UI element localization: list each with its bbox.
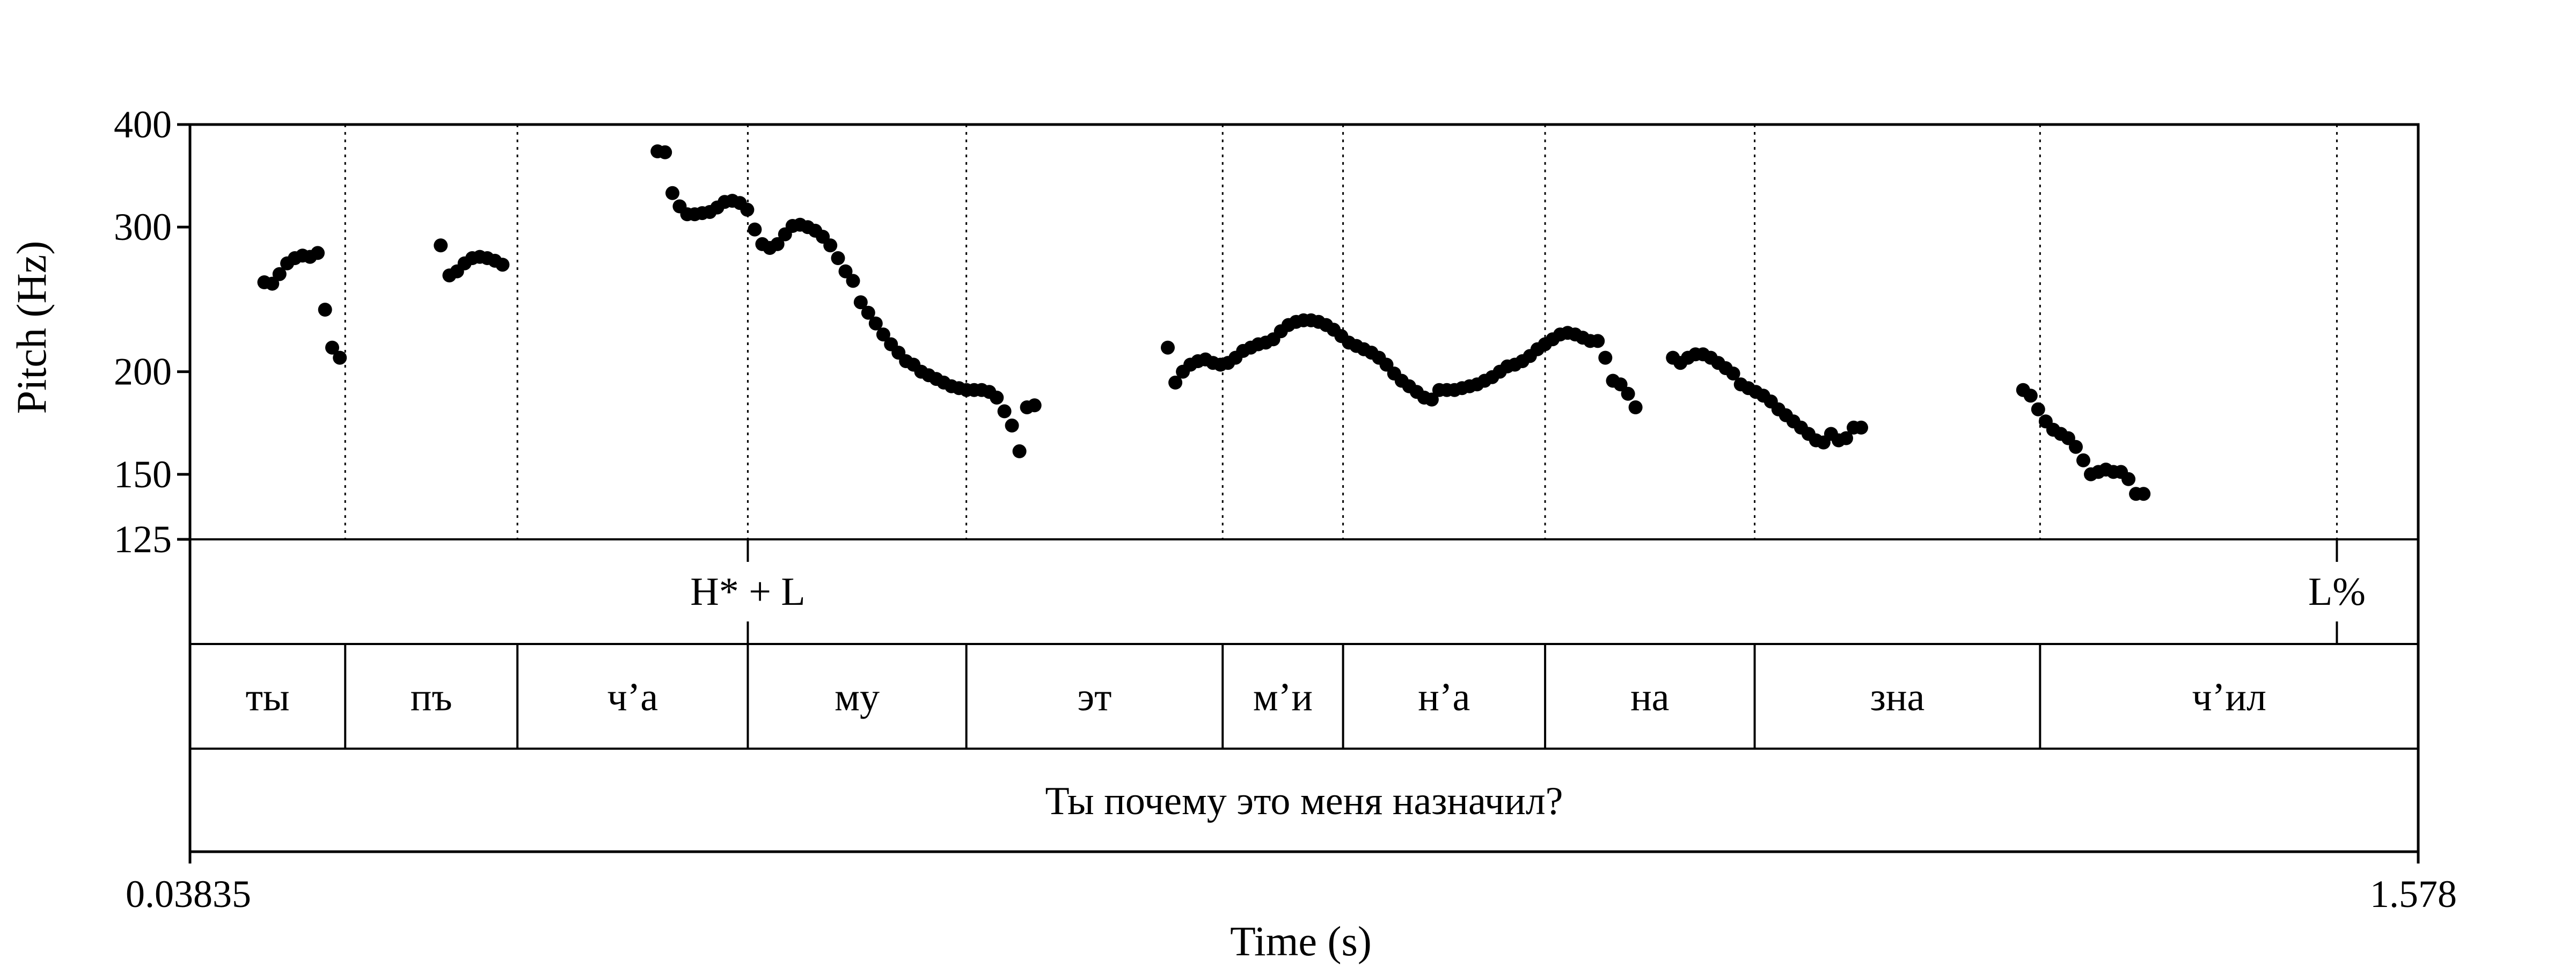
pitch-point [748, 222, 762, 237]
pitch-point [1591, 334, 1605, 348]
pitch-point [1621, 386, 1635, 401]
syllable-label: на [1630, 676, 1669, 720]
pitch-point [823, 238, 838, 253]
pitch-points [257, 144, 2151, 501]
tier-labels: H* + L L% 125 150 200 300 400 ты пъ ч’а му эт м’и н’а… [114, 103, 2366, 823]
frame-rect [188, 123, 2420, 853]
pitch-point [1005, 418, 1019, 433]
x-tick-label-end: 1.578 [2370, 873, 2457, 916]
pitch-point [434, 238, 448, 253]
sentence-label: Ты почему это меня назначил? [1045, 779, 1563, 823]
pitch-point [1598, 350, 1613, 365]
pitch-point [838, 264, 853, 279]
pitch-point [1424, 392, 1439, 407]
syllable-label: ч’а [607, 676, 658, 720]
pitch-point [740, 202, 755, 217]
point-tier-label: L% [2308, 570, 2366, 614]
pitch-point [495, 258, 510, 272]
pitch-point [876, 327, 890, 342]
pitch-point [1012, 444, 1027, 458]
pitch-point [868, 316, 883, 331]
syllable-label: му [835, 676, 880, 720]
x-tick-label-start: 0.03835 [126, 873, 251, 916]
y-tick-label: 200 [114, 350, 172, 393]
pitch-point [990, 390, 1004, 405]
pitch-point [770, 237, 785, 251]
syllable-label: ч’ил [2192, 676, 2266, 720]
pitch-point [665, 186, 679, 200]
pitch-point [997, 404, 1012, 419]
pitch-point [333, 350, 347, 365]
pitch-point [2121, 472, 2136, 486]
pitch-point [853, 295, 868, 310]
pitch-point [318, 303, 332, 317]
pitch-point [325, 340, 339, 355]
pitch-point [272, 267, 287, 281]
pitch-point [1161, 340, 1175, 355]
y-tick-label: 125 [114, 518, 172, 561]
pitch-point [861, 305, 875, 320]
plot-frame [177, 123, 2420, 863]
pitch-point [2069, 440, 2083, 454]
pitch-point [2076, 453, 2090, 467]
pitch-point [2023, 389, 2038, 403]
pitch-point [1726, 367, 1740, 380]
y-axis-label: Pitch (Hz) [8, 241, 55, 414]
pitch-point [265, 276, 280, 291]
syllable-label: м’и [1253, 676, 1313, 720]
point-tier-label: H* + L [690, 570, 805, 614]
pitch-point [831, 251, 845, 265]
pitch-point [1027, 398, 1042, 413]
chart-labels: 0.03835 1.578 Time (s) Pitch (Hz) [8, 241, 2457, 964]
pitch-point [846, 274, 860, 288]
syllable-label: эт [1077, 676, 1111, 720]
y-tick-label: 400 [114, 103, 172, 146]
pitch-point [311, 246, 325, 260]
pitch-point [658, 145, 672, 159]
tier-boundaries [344, 125, 2338, 539]
syllable-label: пъ [411, 676, 452, 720]
syllable-label: н’а [1418, 676, 1470, 720]
pitch-point [1628, 400, 1643, 414]
pitch-point [1168, 375, 1183, 390]
y-tick-label: 300 [114, 206, 172, 248]
pitch-point [1854, 420, 1868, 435]
syllable-label: ты [246, 676, 290, 720]
syllable-label: зна [1870, 676, 1925, 720]
x-axis-label: Time (s) [1230, 918, 1372, 964]
pitch-point [1613, 377, 1628, 392]
y-tick-label: 150 [114, 453, 172, 496]
pitch-point [1839, 431, 1853, 445]
pitch-point [2136, 487, 2151, 501]
pitch-point [2031, 402, 2045, 416]
